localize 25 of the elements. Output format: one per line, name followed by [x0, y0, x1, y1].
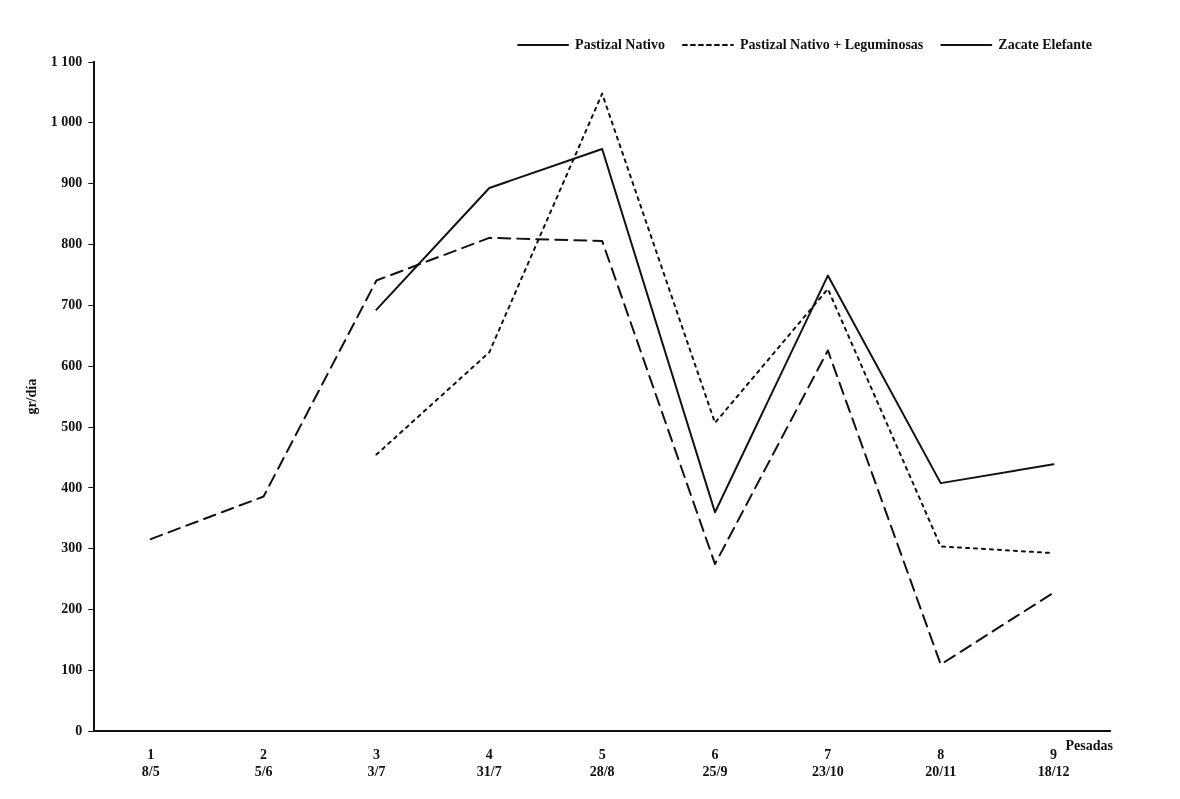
y-tick-label: 400 [61, 479, 83, 495]
y-tick-label: 800 [61, 236, 83, 252]
x-tick-label: 3 3/7 [367, 747, 386, 780]
x-tick-label: 1 8/5 [141, 747, 160, 780]
x-tick-label: 5 28/8 [589, 747, 615, 780]
legend-label: Pastizal Nativo [575, 36, 665, 52]
x-tick-label: 8 20/11 [925, 747, 957, 780]
x-tick-label: 2 5/6 [254, 747, 273, 780]
y-tick-label: 1 000 [50, 114, 83, 130]
y-tick-label: 1 100 [50, 53, 83, 69]
y-tick-label: 300 [61, 540, 83, 556]
x-axis-title: Pesadas [1065, 738, 1114, 754]
y-tick-label: 100 [61, 662, 83, 678]
legend-label: Pastizal Nativo + Leguminosas [739, 36, 924, 52]
y-axis-title: gr/día [24, 378, 40, 415]
x-tick-label: 7 23/10 [811, 747, 844, 780]
legend-label: Zacate Elefante [998, 36, 1093, 52]
y-tick-label: 500 [61, 418, 83, 434]
y-tick-label: 600 [61, 357, 83, 373]
y-tick-label: 0 [75, 723, 83, 739]
y-tick-label: 200 [61, 601, 83, 617]
y-tick-label: 700 [61, 297, 83, 313]
x-tick-label: 4 31/7 [476, 747, 502, 780]
y-tick-label: 900 [61, 175, 83, 191]
x-tick-label: 6 25/9 [702, 747, 728, 780]
